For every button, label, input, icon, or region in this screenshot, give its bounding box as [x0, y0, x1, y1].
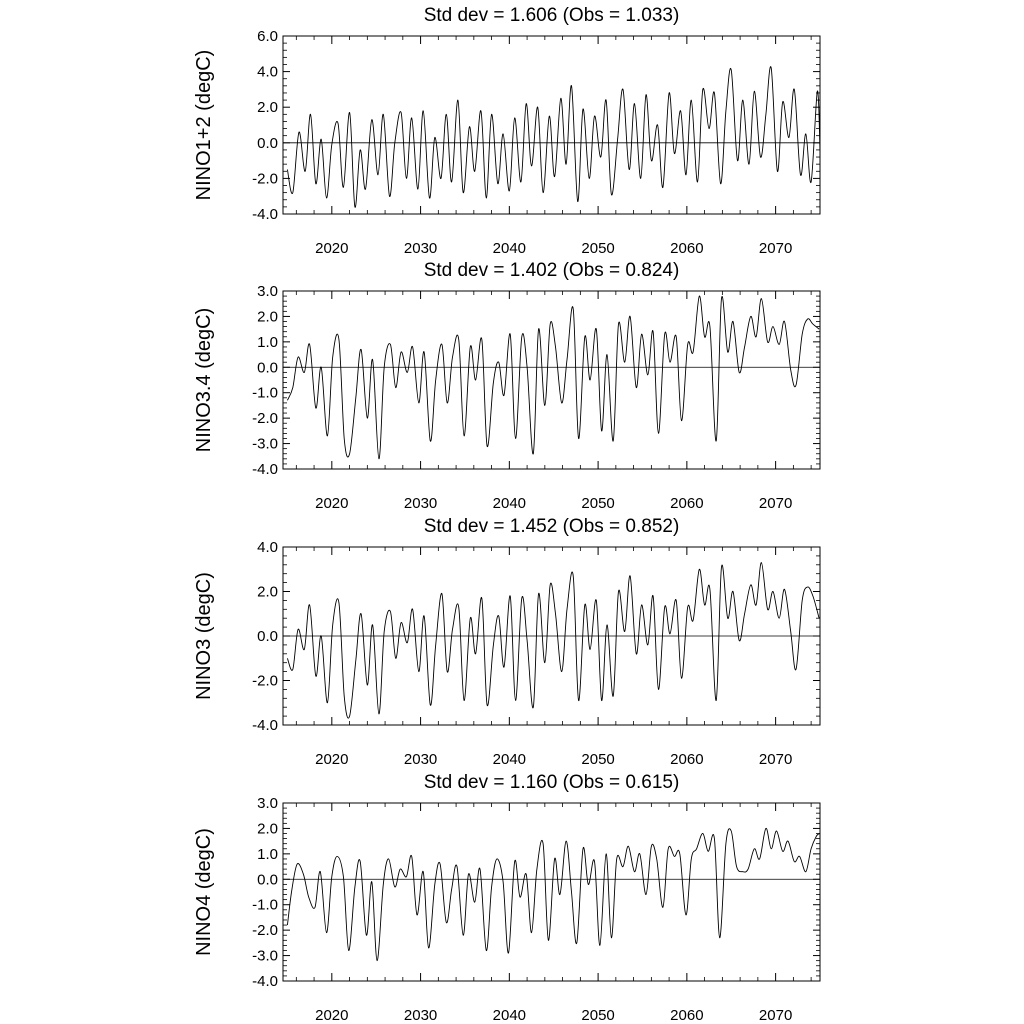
y-tick-label: -4.0: [252, 461, 278, 478]
y-tick-label: 3.0: [257, 795, 278, 812]
y-tick-label: 2.0: [257, 820, 278, 837]
x-tick-label: 2050: [581, 240, 614, 257]
y-tick-label: -1.0: [252, 385, 278, 402]
plot-frame: [282, 290, 821, 470]
x-tick-label: 2060: [670, 751, 703, 768]
y-tick-label: -4.0: [252, 717, 278, 734]
y-tick-label: -2.0: [252, 922, 278, 939]
x-tick-label: 2040: [493, 495, 526, 512]
y-tick-label: -4.0: [252, 206, 278, 223]
x-tick-label: 2050: [581, 1007, 614, 1024]
x-tick-label: 2070: [759, 1007, 792, 1024]
y-tick-label: 1.0: [257, 846, 278, 863]
y-tick-label: 0.0: [257, 628, 278, 645]
series-line: [286, 66, 821, 208]
chart-title: Std dev = 1.452 (Obs = 0.852): [424, 516, 680, 537]
x-tick-label: 2070: [759, 240, 792, 257]
y-tick-label: 6.0: [257, 28, 278, 45]
x-tick-label: 2050: [581, 495, 614, 512]
y-tick-label: -2.0: [252, 170, 278, 187]
series-line: [286, 562, 820, 719]
chart-panel: Std dev = 1.402 (Obs = 0.824) NINO3.4 (de…: [193, 260, 821, 512]
x-tick-label: 2060: [670, 240, 703, 257]
y-tick-label: 2.0: [257, 99, 278, 116]
x-tick-label: 2030: [404, 751, 437, 768]
x-tick-label: 2040: [493, 1007, 526, 1024]
y-tick-label: -2.0: [252, 410, 278, 427]
y-tick-label: 4.0: [257, 539, 278, 556]
y-tick-label: -4.0: [252, 973, 278, 990]
chart-title: Std dev = 1.160 (Obs = 0.615): [424, 772, 680, 793]
chart-title: Std dev = 1.606 (Obs = 1.033): [424, 5, 680, 26]
y-tick-label: 2.0: [257, 584, 278, 601]
chart-panel: Std dev = 1.452 (Obs = 0.852) NINO3 (degC…: [193, 516, 821, 768]
y-tick-label: 1.0: [257, 334, 278, 351]
x-tick-label: 2020: [315, 1007, 348, 1024]
y-tick-label: 0.0: [257, 359, 278, 376]
x-tick-label: 2060: [670, 495, 703, 512]
x-tick-label: 2030: [404, 240, 437, 257]
x-tick-label: 2070: [759, 495, 792, 512]
y-tick-label: -3.0: [252, 948, 278, 965]
y-tick-label: 0.0: [257, 871, 278, 888]
x-tick-label: 2020: [315, 240, 348, 257]
x-tick-label: 2060: [670, 1007, 703, 1024]
plot-frame: [282, 35, 821, 215]
y-tick-label: 4.0: [257, 64, 278, 81]
y-tick-label: 0.0: [257, 135, 278, 152]
y-tick-label: -2.0: [252, 673, 278, 690]
x-tick-label: 2040: [493, 240, 526, 257]
y-tick-label: -1.0: [252, 897, 278, 914]
x-tick-label: 2030: [404, 1007, 437, 1024]
chart-panel: Std dev = 1.606 (Obs = 1.033) NINO1+2 (de…: [193, 5, 821, 257]
x-tick-label: 2020: [315, 751, 348, 768]
series-line: [286, 827, 821, 962]
x-tick-label: 2020: [315, 495, 348, 512]
y-axis-label: NINO3 (degC): [193, 572, 215, 700]
x-tick-label: 2050: [581, 751, 614, 768]
x-tick-label: 2030: [404, 495, 437, 512]
y-tick-label: -3.0: [252, 436, 278, 453]
chart-title: Std dev = 1.402 (Obs = 0.824): [424, 260, 680, 281]
y-tick-label: 2.0: [257, 308, 278, 325]
x-tick-label: 2040: [493, 751, 526, 768]
plot-frame: [282, 802, 821, 982]
y-axis-label: NINO1+2 (degC): [193, 50, 215, 201]
series-line: [286, 295, 820, 460]
y-axis-label: NINO3.4 (degC): [193, 308, 215, 453]
chart-panel: Std dev = 1.160 (Obs = 0.615) NINO4 (degC…: [193, 772, 821, 1024]
x-tick-label: 2070: [759, 751, 792, 768]
y-tick-label: 3.0: [257, 283, 278, 300]
y-axis-label: NINO4 (degC): [193, 828, 215, 956]
